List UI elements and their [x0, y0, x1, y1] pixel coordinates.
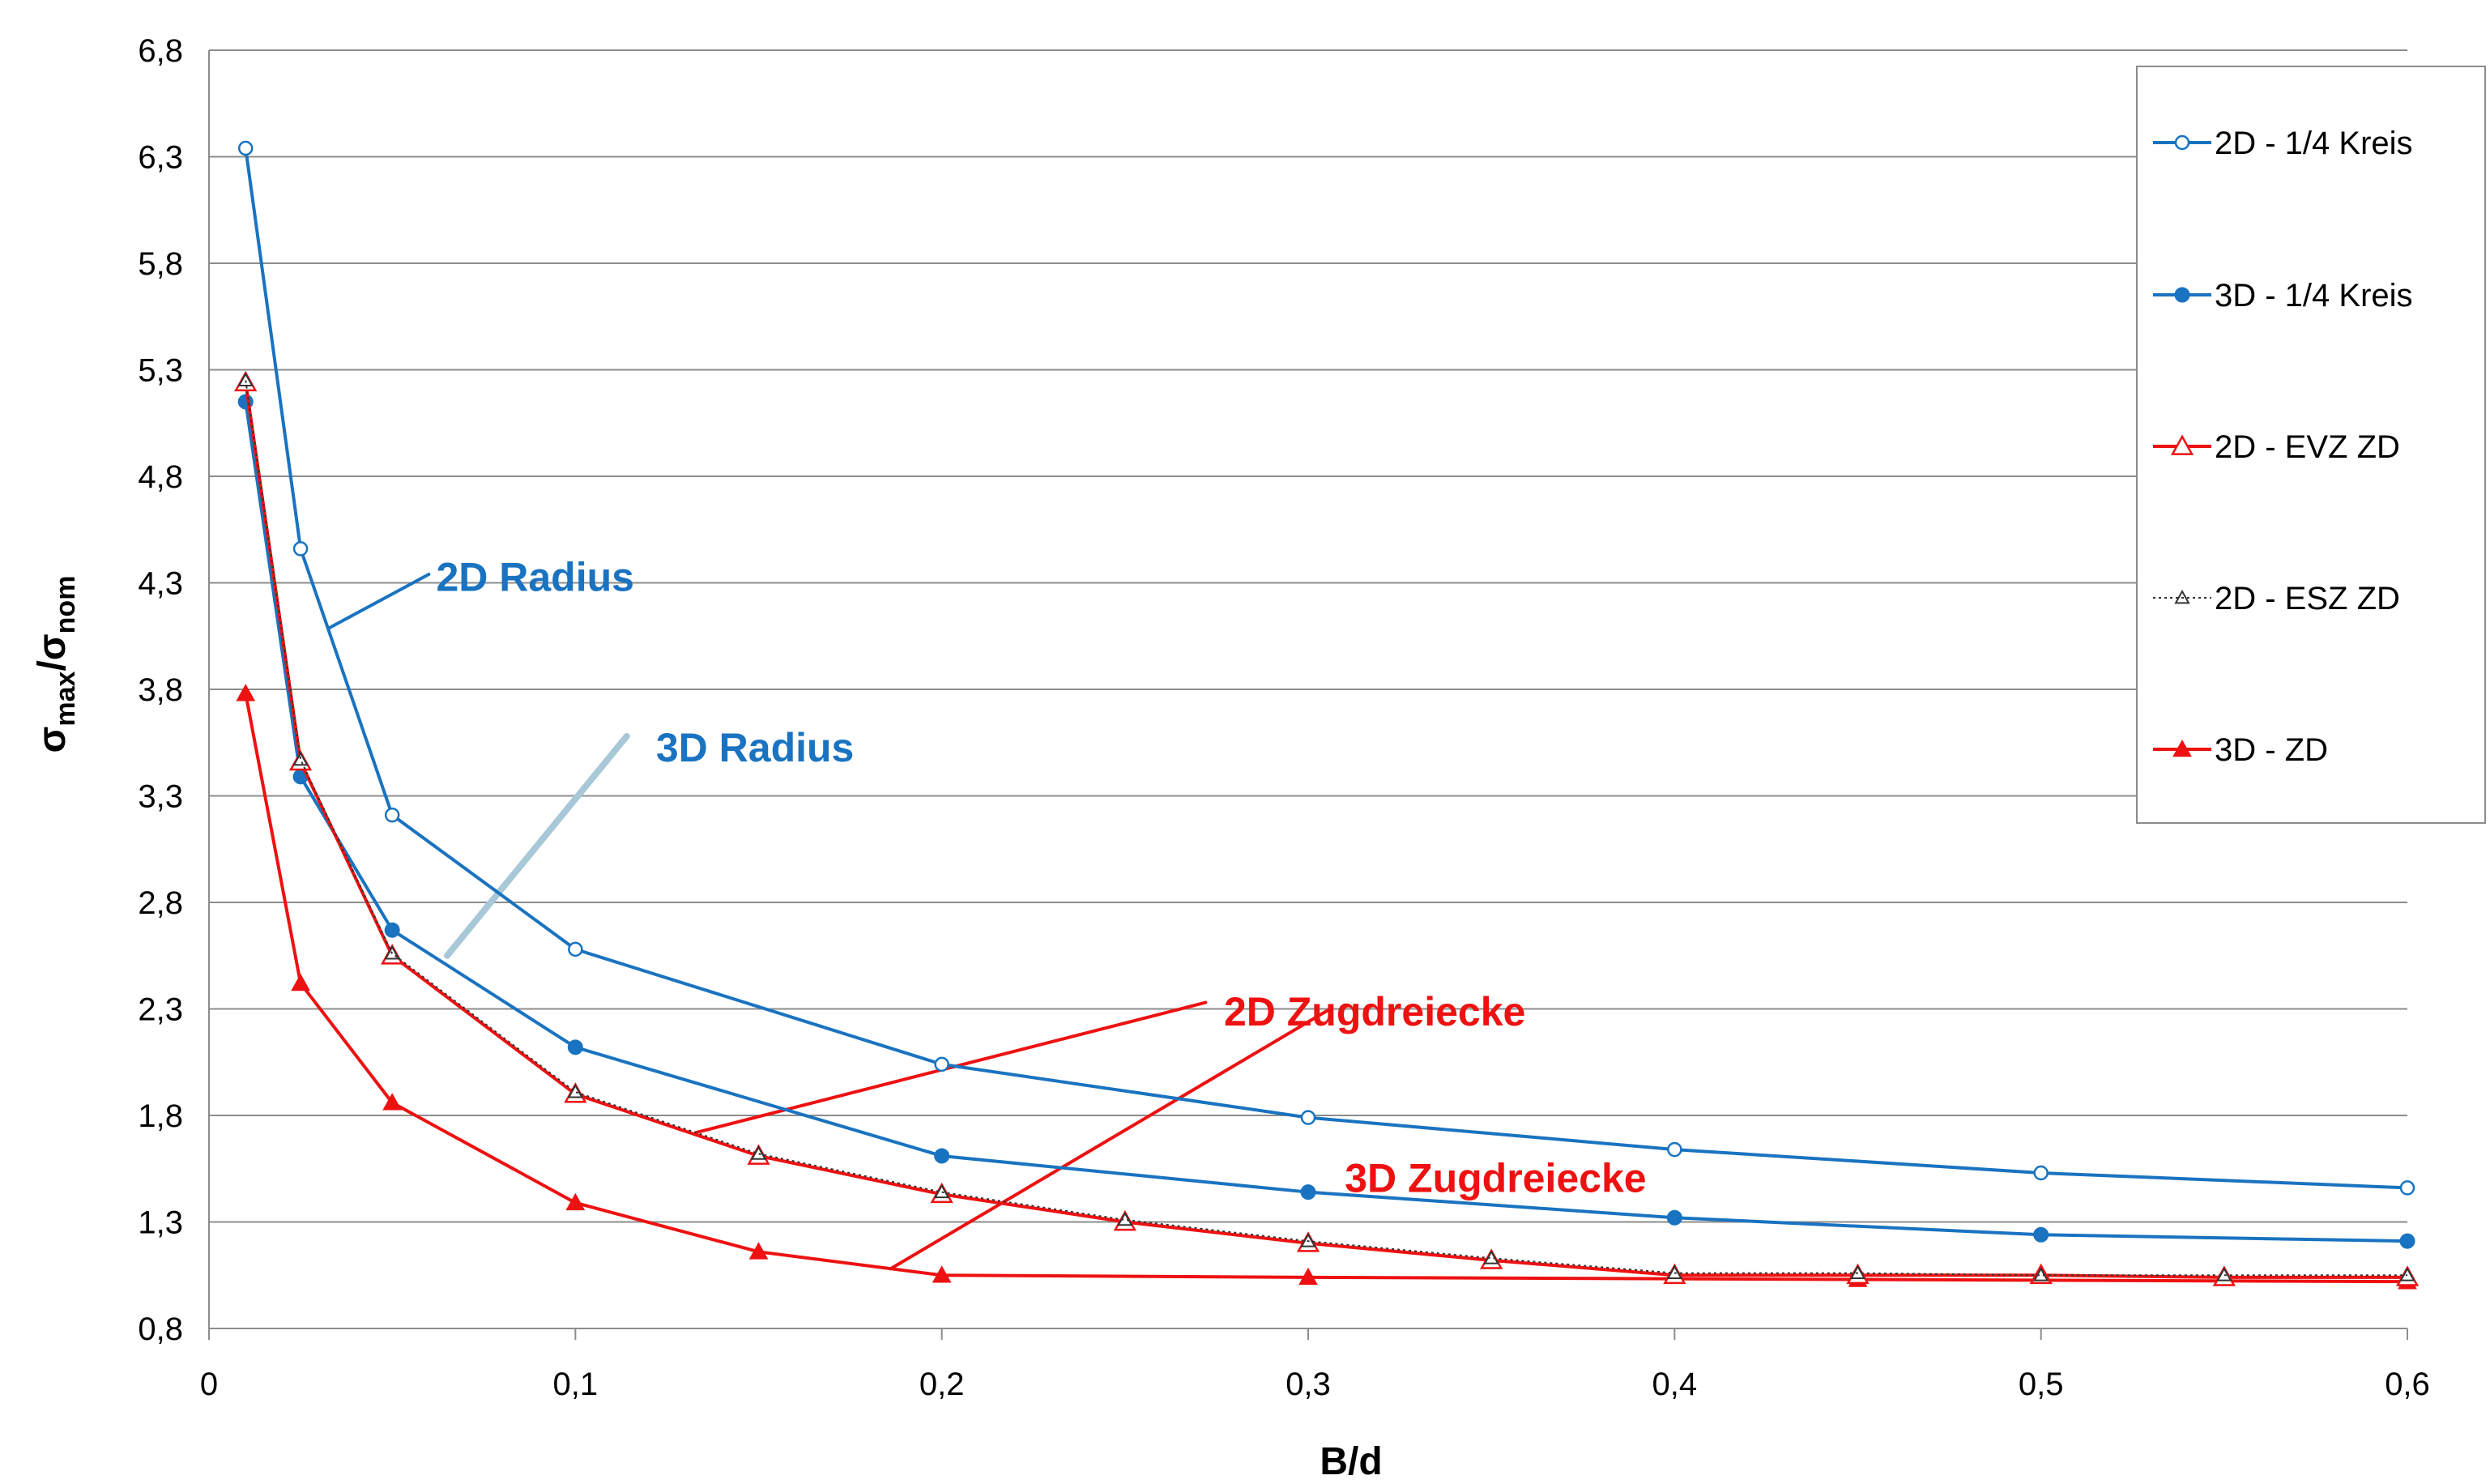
annotations: 2D Radius 3D Radius 2D Zugdreiecke 3D Zugdr… [328, 555, 1647, 1271]
y-tick-label: 6,8 [138, 33, 183, 69]
y-tick-label: 0,8 [138, 1311, 183, 1347]
y-axis-sub-nom: nom [50, 576, 81, 634]
data-point [2033, 1165, 2049, 1181]
x-tick-label: 0,3 [1286, 1367, 1331, 1402]
legend-swatch-marker [2174, 589, 2190, 604]
y-axis-slash: / [31, 660, 74, 671]
data-point [1117, 1211, 1133, 1226]
y-axis-sigma-1: σ [31, 727, 74, 753]
series-group [234, 140, 2420, 1290]
data-point [2033, 1226, 2049, 1243]
data-point [384, 945, 400, 960]
legend-swatch-marker [2172, 739, 2192, 757]
data-point [2399, 1180, 2415, 1196]
data-point [382, 1093, 403, 1111]
data-point [384, 807, 400, 823]
y-tick-label: 5,8 [138, 246, 183, 282]
series-line [245, 380, 2407, 1277]
data-point [292, 541, 309, 556]
gridlines [209, 49, 2407, 1223]
axes [208, 50, 2408, 1340]
x-axis-title: B/d [1320, 1440, 1382, 1483]
y-axis-sigma-2: σ [31, 633, 74, 660]
y-tick-label: 4,8 [138, 459, 183, 495]
x-tick-label: 0,4 [1652, 1367, 1698, 1402]
annotation-leader-line [889, 1007, 1332, 1271]
data-point [2399, 1233, 2415, 1249]
annotation-leader-line [694, 1000, 1208, 1135]
data-point [1666, 1264, 1683, 1280]
annotation-label: 2D Zugdreiecke [1224, 989, 1525, 1034]
data-point [748, 1242, 769, 1260]
series-line [244, 382, 2407, 1279]
data-point [237, 372, 254, 387]
data-point [1849, 1264, 1866, 1280]
data-point [1300, 1110, 1316, 1125]
data-point [1300, 1233, 1316, 1247]
y-tick-label: 2,3 [138, 992, 183, 1028]
data-point [384, 922, 400, 938]
data-point [2216, 1267, 2232, 1281]
data-point [934, 1056, 949, 1072]
annotation-label: 3D Radius [656, 725, 855, 770]
x-tick-label: 0,5 [2019, 1367, 2064, 1402]
legend-swatch-marker [2174, 287, 2190, 303]
x-tick-label: 0 [200, 1367, 218, 1402]
series-2d-evz-zd [234, 370, 2420, 1286]
annotation-label: 3D Zugdreiecke [1345, 1155, 1646, 1200]
annotation-leader-line [444, 732, 630, 959]
legend-label: 2D - ESZ ZD [2215, 581, 2400, 616]
legend-label: 3D - ZD [2215, 732, 2328, 768]
series-3d-zd [236, 684, 2417, 1290]
data-point [567, 1039, 583, 1055]
data-point [933, 1183, 950, 1199]
y-tick-label: 3,8 [138, 672, 183, 708]
data-point [237, 140, 254, 156]
data-point [932, 1265, 952, 1283]
y-axis-title: σmax/σnom [31, 576, 81, 753]
y-tick-label: 2,8 [138, 885, 183, 921]
data-point [1298, 1267, 1318, 1286]
data-point [1300, 1184, 1316, 1200]
legend-swatch-marker [2170, 434, 2194, 455]
y-tick-label: 5,3 [138, 353, 183, 389]
data-point [1667, 1141, 1682, 1158]
x-tick-label: 0,2 [919, 1367, 965, 1402]
data-point [292, 751, 309, 766]
data-point [291, 973, 310, 991]
x-tick-label: 0,6 [2385, 1367, 2430, 1402]
data-point [568, 941, 583, 957]
annotation-label: 2D Radius [436, 555, 634, 600]
annotation-leader-line [328, 572, 431, 629]
legend-swatch-marker [2174, 134, 2190, 151]
data-point [934, 1148, 950, 1164]
data-point [750, 1145, 767, 1160]
x-tick-label: 0,1 [553, 1367, 599, 1402]
y-tick-label: 6,3 [138, 140, 183, 176]
y-axis-sub-max: max [50, 671, 81, 726]
data-point [567, 1084, 584, 1098]
y-tick-labels: 0,8 1,3 1,8 2,3 2,8 3,3 3,8 4,3 4,8 5,3 5,8 6,3 6,8 [138, 33, 183, 1347]
y-tick-label: 1,3 [138, 1205, 183, 1241]
data-point [2399, 1267, 2415, 1281]
data-point [2032, 1267, 2049, 1281]
legend-label: 2D - 1/4 Kreis [2215, 126, 2413, 161]
y-tick-label: 3,3 [138, 779, 183, 815]
data-point [565, 1192, 586, 1211]
series-2d-esz-zd [237, 372, 2415, 1281]
legend: 2D - 1/4 Kreis 3D - 1/4 Kreis 2D - EVZ ZD 2… [2136, 66, 2486, 824]
legend-label: 2D - EVZ ZD [2215, 429, 2400, 465]
data-point [1666, 1209, 1682, 1226]
data-point [1483, 1250, 1499, 1264]
legend-label: 3D - 1/4 Kreis [2215, 278, 2413, 313]
y-tick-label: 4,3 [138, 566, 183, 602]
data-point [236, 684, 256, 701]
y-tick-label: 1,8 [138, 1098, 183, 1134]
x-tick-labels: 0 0,1 0,2 0,3 0,4 0,5 0,6 [200, 1367, 2430, 1402]
series-2d-1-4-kreis [237, 140, 2415, 1196]
